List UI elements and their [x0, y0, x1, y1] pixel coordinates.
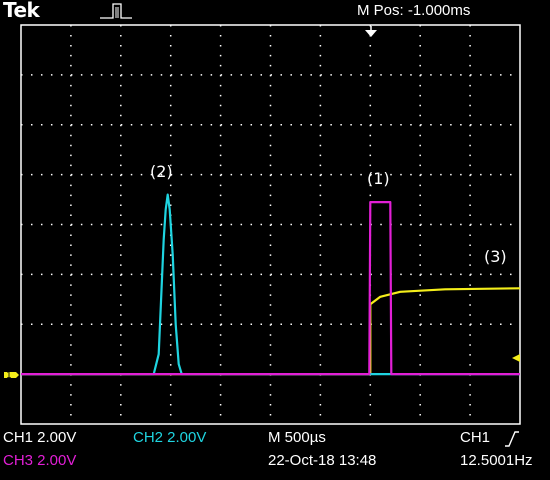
trace-ch3 [21, 201, 520, 376]
ch1-scale-readout: CH1 2.00V [3, 429, 77, 446]
trigger-source-readout: CH1 [460, 429, 491, 446]
date-time-readout: 22-Oct-18 13:48 [268, 452, 377, 469]
pulse-trigger-icon [100, 3, 132, 19]
waveform-traces [21, 193, 521, 376]
trace-label-1: (1) [367, 169, 390, 188]
ch2-scale-readout: CH2 2.00V [133, 429, 207, 446]
svg-text:1: 1 [6, 371, 11, 381]
trace-label-3: (3) [484, 247, 507, 266]
trace-ch2 [21, 193, 520, 376]
trigger-position-marker [365, 30, 377, 37]
brand-logo: Tek [3, 0, 40, 22]
timebase-readout: M 500µs [268, 429, 326, 446]
rising-edge-icon [505, 431, 519, 447]
graticule-grid [21, 25, 520, 424]
trace-ch1 [21, 287, 521, 376]
frequency-readout: 12.5001Hz [460, 452, 533, 469]
ground-marker: 1 [4, 371, 19, 381]
trace-label-2: (2) [150, 162, 173, 181]
horizontal-position-readout: M Pos: -1.000ms [357, 2, 471, 19]
ch3-scale-readout: CH3 2.00V [3, 452, 77, 469]
